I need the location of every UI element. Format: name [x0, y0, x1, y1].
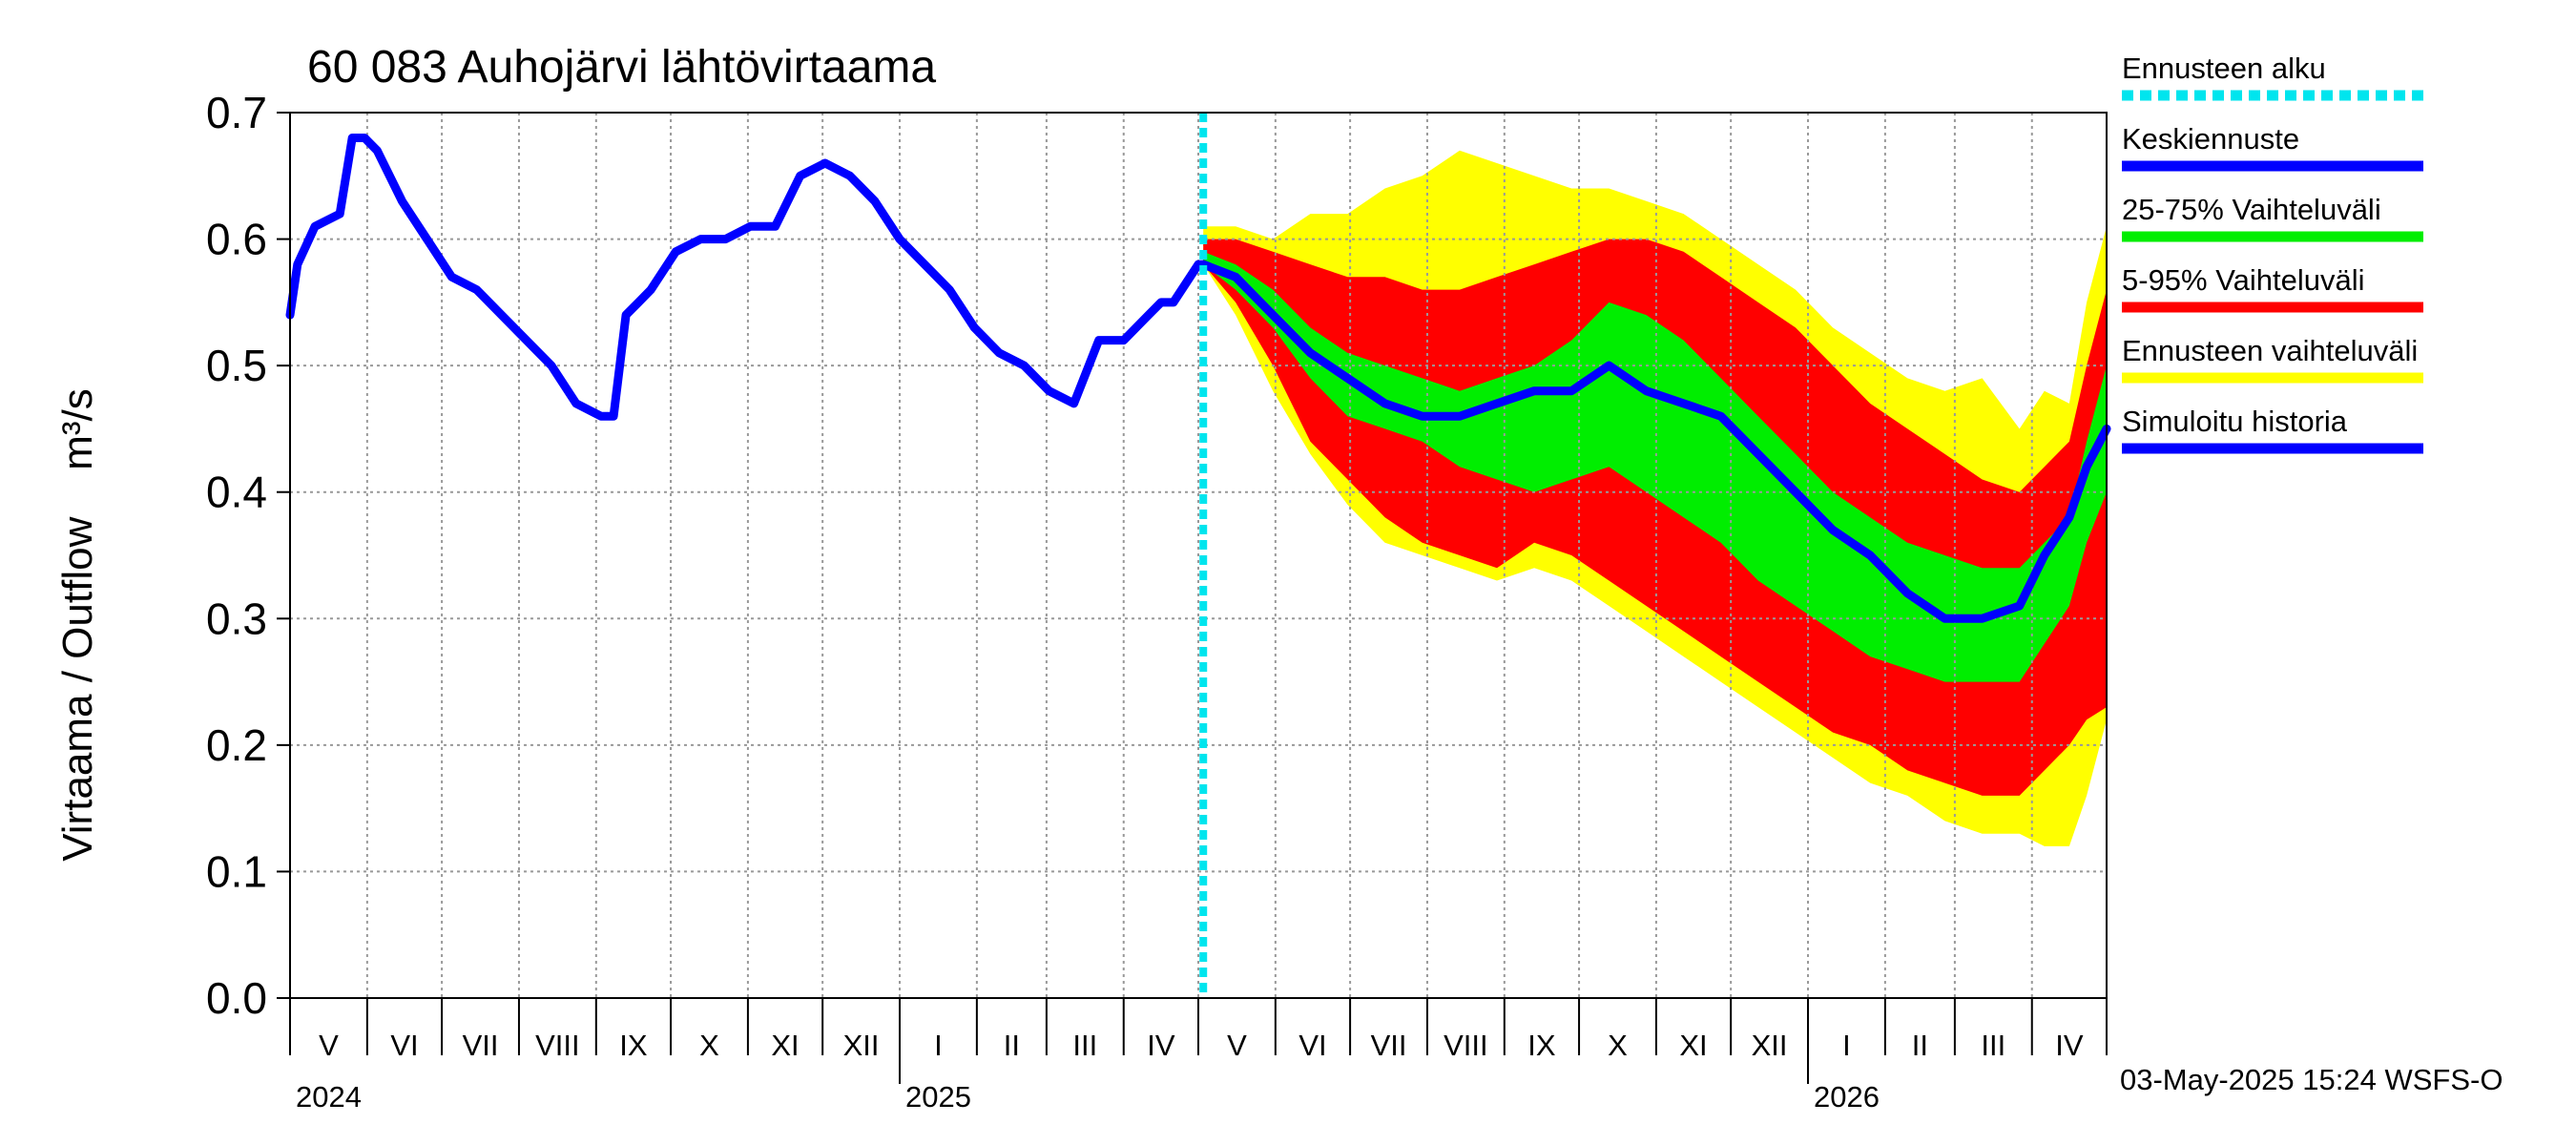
- month-label: X: [699, 1029, 719, 1062]
- median-forecast-line: [1198, 260, 2111, 623]
- year-label: 2024: [296, 1080, 362, 1114]
- month-label: IX: [619, 1029, 648, 1062]
- month-label: X: [1608, 1029, 1628, 1062]
- legend: Ennusteen alku Keskiennuste 25-75% Vaihtel…: [2122, 52, 2423, 454]
- month-label: I: [1842, 1029, 1851, 1062]
- chart-axes: 0.00.10.20.30.40.50.60.7V VI VII VIII IX X XI X…: [206, 88, 2108, 1114]
- month-label: V: [319, 1029, 339, 1062]
- y-tick-label: 0.5: [206, 341, 267, 390]
- month-label: II: [1912, 1029, 1928, 1062]
- month-label: IX: [1527, 1029, 1556, 1062]
- month-label: III: [1981, 1029, 2005, 1062]
- y-tick-label: 0.0: [206, 973, 267, 1023]
- y-tick-label: 0.7: [206, 88, 267, 137]
- month-label: II: [1004, 1029, 1020, 1062]
- month-label: I: [934, 1029, 943, 1062]
- legend-label: Simuloitu historia: [2122, 405, 2348, 438]
- y-tick-label: 0.2: [206, 720, 267, 770]
- y-tick-label: 0.4: [206, 468, 267, 517]
- history-line: [285, 134, 1208, 421]
- month-label: VII: [1371, 1029, 1407, 1062]
- band-25-75: [1203, 251, 2107, 682]
- month-label: VI: [390, 1029, 418, 1062]
- month-label: XII: [1752, 1029, 1788, 1062]
- y-axis-label: Virtaama / Outflow m³/s: [54, 388, 101, 862]
- legend-label: Ennusteen alku: [2122, 52, 2326, 85]
- legend-label: Keskiennuste: [2122, 122, 2299, 156]
- month-label: III: [1072, 1029, 1097, 1062]
- y-tick-label: 0.6: [206, 215, 267, 264]
- chart-title: 60 083 Auhojärvi lähtövirtaama: [307, 42, 936, 93]
- y-tick-label: 0.3: [206, 593, 267, 643]
- month-label: VII: [463, 1029, 499, 1062]
- forecast-bands: [1203, 150, 2107, 846]
- legend-label: 5-95% Vaihteluväli: [2122, 263, 2364, 297]
- year-label: 2025: [905, 1080, 971, 1114]
- legend-label: Ennusteen vaihteluväli: [2122, 334, 2418, 367]
- month-label: VIII: [1444, 1029, 1488, 1062]
- legend-label: 25-75% Vaihteluväli: [2122, 193, 2381, 226]
- month-label: XII: [843, 1029, 880, 1062]
- y-tick-label: 0.1: [206, 846, 267, 896]
- month-label: IV: [2055, 1029, 2084, 1062]
- month-label: XI: [771, 1029, 799, 1062]
- month-label: IV: [1147, 1029, 1175, 1062]
- month-label: XI: [1679, 1029, 1707, 1062]
- year-label: 2026: [1814, 1080, 1880, 1114]
- month-label: VIII: [535, 1029, 580, 1062]
- series-lines: [285, 113, 2111, 998]
- month-label: VI: [1298, 1029, 1326, 1062]
- timestamp-footer: 03-May-2025 15:24 WSFS-O: [2120, 1063, 2503, 1096]
- month-label: V: [1227, 1029, 1247, 1062]
